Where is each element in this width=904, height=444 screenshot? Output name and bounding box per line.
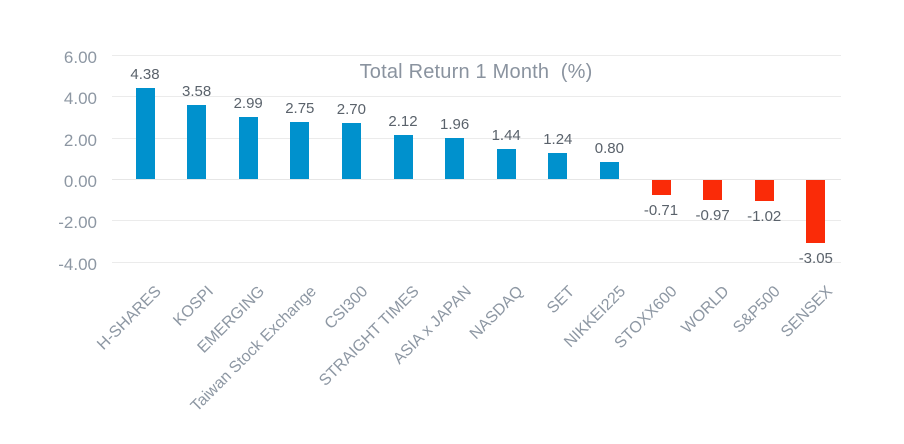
gridline — [112, 261, 841, 263]
x-axis-category-label: WORLD — [678, 283, 733, 338]
gridline — [112, 220, 841, 222]
bar — [445, 138, 465, 179]
bar-value-label: -1.02 — [747, 208, 782, 226]
bar — [238, 117, 258, 179]
bar-value-label: 4.38 — [130, 66, 160, 84]
bar-value-label: -0.97 — [695, 207, 730, 225]
x-axis-category-label: STRAIGHT TIMES — [316, 283, 424, 390]
bar-value-label: -3.05 — [798, 250, 833, 268]
bar-value-label: 3.58 — [181, 82, 212, 100]
bar — [651, 180, 671, 195]
x-axis-category-label: KOSPI — [170, 283, 217, 330]
bar — [341, 123, 361, 179]
gridline — [112, 54, 841, 56]
bar-value-label: -0.71 — [643, 201, 679, 219]
bar — [599, 162, 619, 179]
y-axis-tick-label: -4.00 — [58, 254, 97, 274]
y-axis-tick-label: 0.00 — [63, 172, 97, 191]
x-axis-category-label: SET — [543, 283, 578, 318]
bar-value-label: 2.75 — [285, 100, 315, 118]
y-axis-tick-label: -2.00 — [58, 213, 97, 233]
bar — [393, 135, 413, 179]
gridline — [112, 179, 841, 180]
bar — [135, 88, 155, 179]
gridline — [112, 96, 841, 98]
x-axis-category-label: NASDAQ — [466, 283, 527, 343]
bar-value-label: 2.99 — [233, 95, 263, 113]
x-axis-category-label: SENSEX — [777, 283, 836, 341]
y-axis-tick-label: 4.00 — [63, 89, 97, 109]
bar — [548, 153, 568, 179]
bar-value-label: 1.96 — [439, 116, 470, 134]
x-axis-category-label: S&P500 — [730, 283, 785, 337]
bar-value-label: 2.12 — [388, 113, 418, 131]
bar — [703, 180, 723, 201]
bar — [496, 149, 516, 179]
bar-value-label: 2.70 — [336, 101, 366, 119]
x-axis-category-label: CSI300 — [321, 283, 372, 333]
gridline — [112, 137, 841, 139]
bar — [754, 180, 774, 202]
bar — [187, 104, 207, 179]
bar — [806, 180, 826, 244]
chart-title: Total Return 1 Month (%) — [359, 61, 593, 83]
y-axis-tick-label: 6.00 — [63, 47, 97, 67]
bar — [290, 122, 310, 179]
bar-value-label: 0.80 — [594, 140, 624, 158]
x-axis-category-label: H-SHARES — [94, 283, 166, 354]
bar-value-label: 1.24 — [543, 131, 573, 149]
y-axis-tick-label: 2.00 — [63, 130, 97, 150]
bar-value-label: 1.44 — [491, 127, 521, 145]
